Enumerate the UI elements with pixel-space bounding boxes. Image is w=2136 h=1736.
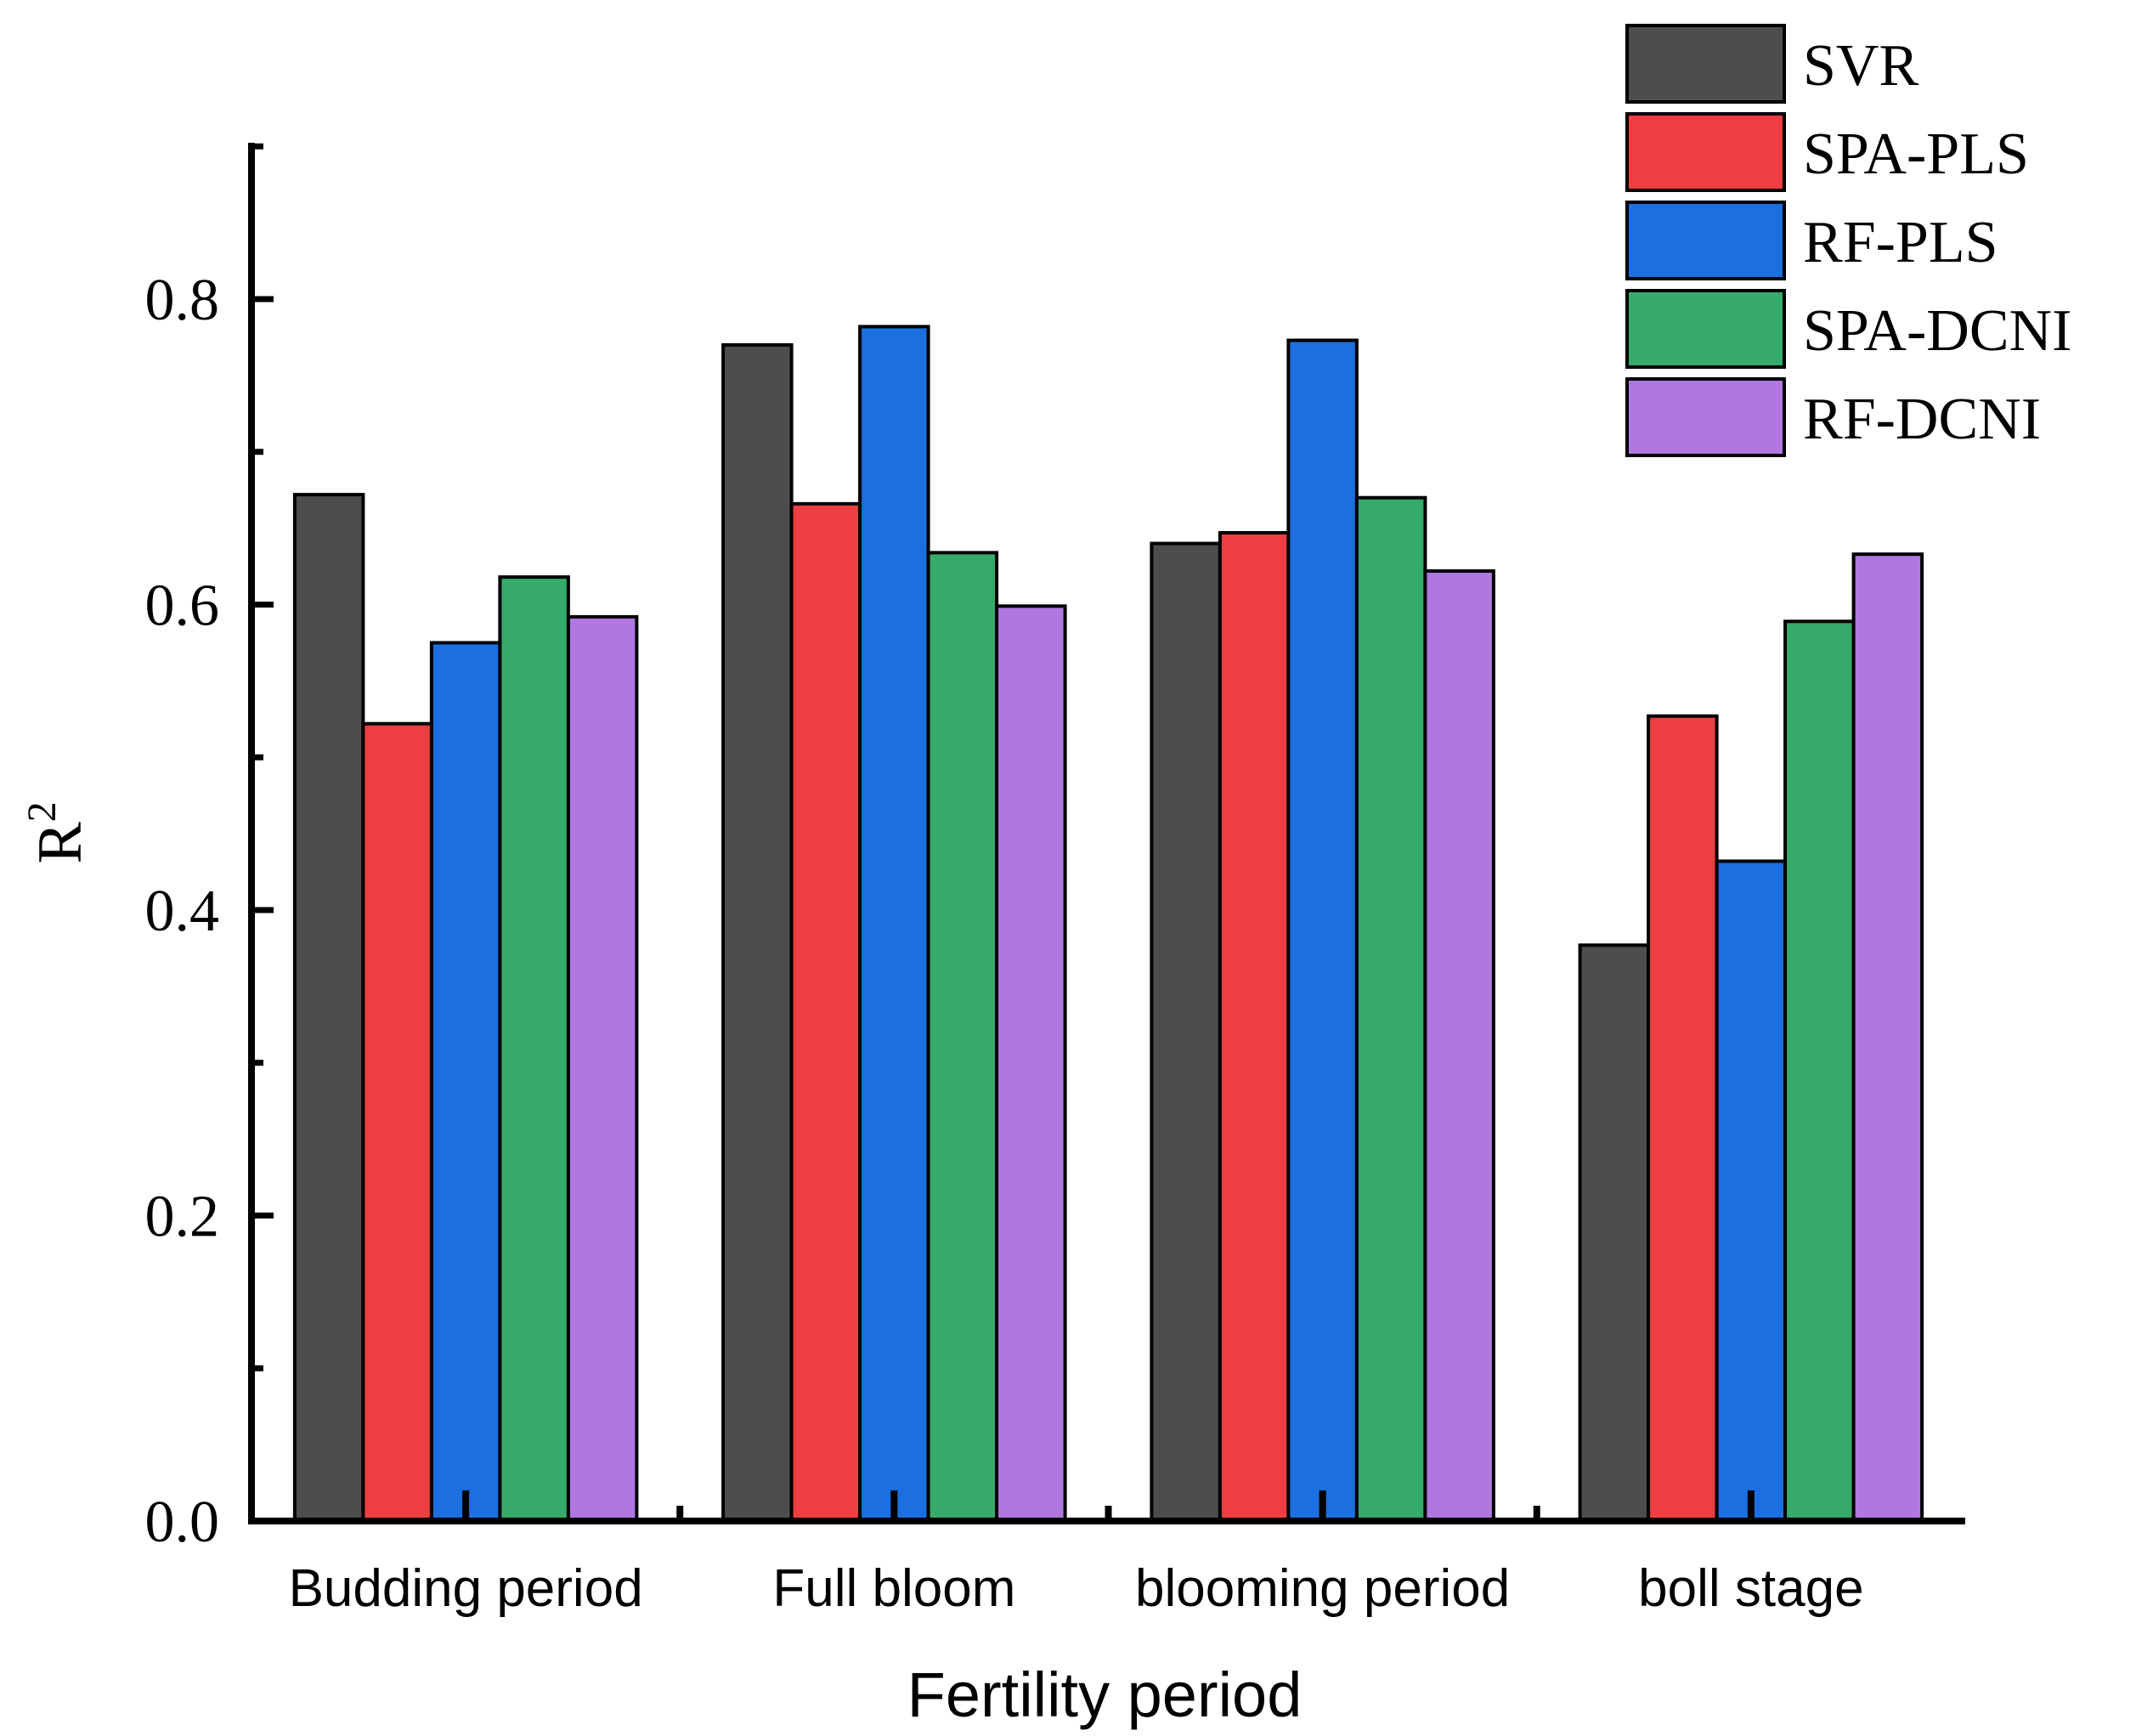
bar-rf-pls-blooming-period (1286, 338, 1359, 1523)
legend-label-svr: SVR (1803, 33, 1918, 99)
bar-spa-dcni-blooming-period (1354, 495, 1427, 1524)
bar-spa-pls-boll-stage (1647, 714, 1719, 1523)
bar-rf-dcni-blooming-period (1423, 569, 1495, 1523)
legend-label-spa-pls: SPA-PLS (1803, 122, 2029, 187)
labels-layer: 0.0 0.2 0.4 0.6 0.8 Budding period Full bloom b… (145, 268, 1864, 1618)
x-tick-label: boll stage (1638, 1559, 1863, 1618)
bar-spa-dcni-full-bloom (926, 551, 999, 1523)
x-tick-label: Budding period (289, 1559, 643, 1618)
y-axis-title-main: R (25, 822, 95, 864)
x-tick-label: Full bloom (772, 1559, 1015, 1618)
bar-spa-dcni-budding-period (498, 575, 570, 1523)
y-tick-label: 0.8 (145, 268, 220, 333)
bar-svr-budding-period (292, 493, 365, 1523)
bar-spa-pls-full-bloom (789, 501, 862, 1523)
bar-rf-dcni-budding-period (566, 614, 639, 1523)
legend: SVR SPA-PLS RF-PLS SPA-DCNI RF-DCNI (1625, 24, 2071, 457)
bar-rf-dcni-boll-stage (1851, 552, 1924, 1524)
bar-svr-full-bloom (721, 342, 794, 1523)
y-tick-label: 0.6 (145, 574, 220, 639)
legend-label-rf-dcni: RF-DCNI (1803, 387, 2041, 452)
bar-svr-blooming-period (1150, 541, 1222, 1523)
bar-spa-pls-blooming-period (1218, 531, 1291, 1523)
y-tick-label: 0.2 (145, 1185, 220, 1250)
bar-rf-pls-full-bloom (858, 325, 930, 1523)
legend-label-spa-dcni: SPA-DCNI (1803, 298, 2071, 364)
x-tick-label: blooming period (1135, 1559, 1510, 1618)
y-tick-label: 0.4 (145, 879, 220, 944)
axes-layer (248, 143, 1965, 1524)
legend-swatch-spa-dcni (1625, 289, 1786, 369)
bar-rf-dcni-full-bloom (995, 604, 1067, 1523)
legend-swatch-rf-pls (1625, 201, 1786, 280)
bar-rf-pls-boll-stage (1715, 859, 1788, 1523)
y-axis-title: R2 (20, 801, 95, 863)
bar-spa-dcni-boll-stage (1783, 619, 1856, 1523)
legend-label-rf-pls: RF-PLS (1803, 210, 1998, 275)
y-axis-title-superscript: 2 (20, 801, 65, 822)
legend-swatch-spa-pls (1625, 112, 1786, 192)
bar-rf-pls-budding-period (429, 641, 502, 1523)
bars-layer (292, 325, 1924, 1524)
legend-swatch-rf-dcni (1625, 377, 1786, 457)
y-tick-label: 0.0 (145, 1490, 220, 1555)
x-axis-title: Fertility period (907, 1660, 1303, 1730)
legend-swatch-svr (1625, 24, 1786, 104)
bar-svr-boll-stage (1578, 943, 1651, 1524)
bar-spa-pls-budding-period (361, 721, 433, 1523)
